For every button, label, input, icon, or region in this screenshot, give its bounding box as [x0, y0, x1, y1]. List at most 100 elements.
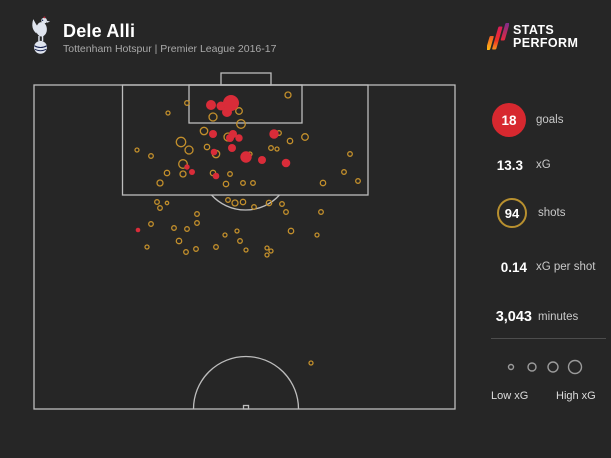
xg-per-shot-label: xG per shot [536, 261, 596, 273]
shot-marker [231, 199, 239, 207]
centre-spot-mark [242, 404, 250, 410]
stats-perform-wordmark: STATS PERFORM [513, 24, 578, 49]
shot-marker [274, 146, 280, 152]
legend-high-label: High xG [556, 390, 596, 402]
shot-marker [165, 110, 171, 116]
shot-marker [178, 159, 188, 169]
goals-value: 18 [501, 112, 517, 128]
shot-marker [318, 209, 324, 215]
shot-marker [236, 119, 246, 129]
goals-layer [135, 95, 291, 233]
shot-marker [240, 180, 246, 186]
shot-marker [319, 179, 327, 187]
shots-layer [134, 91, 361, 366]
shot-marker [194, 220, 200, 226]
goal-marker [135, 227, 141, 233]
shot-marker [286, 137, 294, 145]
shot-marker [184, 226, 190, 232]
shot-marker [203, 143, 211, 151]
penalty-box [121, 84, 369, 196]
shot-marker [251, 204, 257, 210]
goals-label: goals [536, 114, 564, 126]
stats-perform-slashes-icon [487, 23, 509, 50]
goals-stat-circle: 18 [492, 103, 526, 137]
goal-marker [240, 151, 252, 163]
shot-marker [355, 178, 361, 184]
pitch-boundary [33, 84, 456, 410]
legend-divider [491, 338, 606, 339]
shot-marker [175, 136, 187, 148]
shot-marker [184, 145, 194, 155]
shot-marker [148, 221, 154, 227]
pitch-lines [33, 72, 456, 410]
shot-marker [268, 145, 274, 151]
shots-stat-circle: 94 [497, 198, 527, 228]
shot-marker [179, 170, 187, 178]
shot-marker [264, 245, 270, 251]
shot-marker [148, 153, 154, 159]
legend-bubble [547, 361, 559, 373]
shot-marker [164, 200, 170, 206]
xg-per-shot-value: 0.14 [500, 260, 527, 275]
shot-marker [222, 232, 228, 238]
xg-label: xG [536, 159, 551, 171]
shot-marker [208, 112, 218, 122]
minutes-label: minutes [538, 311, 579, 323]
goal-marker [209, 130, 217, 138]
shot-marker [237, 238, 243, 244]
shot-marker [225, 197, 231, 203]
shots-label: shots [538, 207, 566, 219]
goal-marker [184, 164, 190, 170]
shot-marker [199, 126, 209, 136]
centre-circle-half [192, 355, 300, 410]
goal-marker [222, 107, 232, 117]
shot-marker [239, 198, 247, 206]
legend-bubble [507, 363, 515, 371]
shot-marker [314, 232, 320, 238]
shots-value: 94 [504, 205, 520, 221]
goal-marker [210, 148, 218, 156]
penalty-arc [211, 194, 280, 211]
shot-marker [154, 199, 160, 205]
shot-marker [264, 252, 270, 258]
shot-marker [265, 199, 273, 207]
shot-marker [279, 201, 285, 207]
stats-perform-logo: STATS PERFORM [487, 23, 578, 51]
goal-marker [235, 134, 243, 142]
shot-marker [193, 246, 199, 252]
shot-marker [184, 100, 190, 106]
shot-marker [134, 147, 140, 153]
goal-marker [269, 129, 279, 139]
goal-marker [281, 158, 291, 168]
shot-marker [250, 180, 256, 186]
shot-marker [213, 244, 219, 250]
goal-frame [220, 72, 272, 86]
logo-line-1: STATS [513, 23, 555, 37]
shot-marker [301, 133, 309, 141]
xg-value: 13.3 [496, 158, 523, 173]
six-yard-box [188, 84, 303, 124]
shot-marker [163, 169, 171, 177]
shot-marker [227, 171, 233, 177]
goal-marker [212, 172, 220, 180]
tottenham-crest-icon [32, 16, 51, 54]
goal-marker [189, 169, 195, 175]
goal-marker [258, 156, 266, 164]
goal-marker [206, 100, 216, 110]
shot-marker [183, 249, 189, 255]
goal-marker [228, 144, 236, 152]
legend-bubble [527, 362, 537, 372]
shot-marker [235, 107, 243, 115]
shot-marker [243, 247, 249, 253]
legend-low-label: Low xG [491, 390, 529, 402]
shot-marker [347, 151, 353, 157]
shot-marker [287, 227, 295, 235]
shot-marker [144, 244, 150, 250]
logo-line-2: PERFORM [513, 35, 579, 50]
shot-marker [156, 179, 164, 187]
shot-marker [283, 209, 289, 215]
shot-marker [284, 91, 292, 99]
player-name: Dele Alli [63, 21, 136, 41]
minutes-value: 3,043 [495, 309, 532, 325]
